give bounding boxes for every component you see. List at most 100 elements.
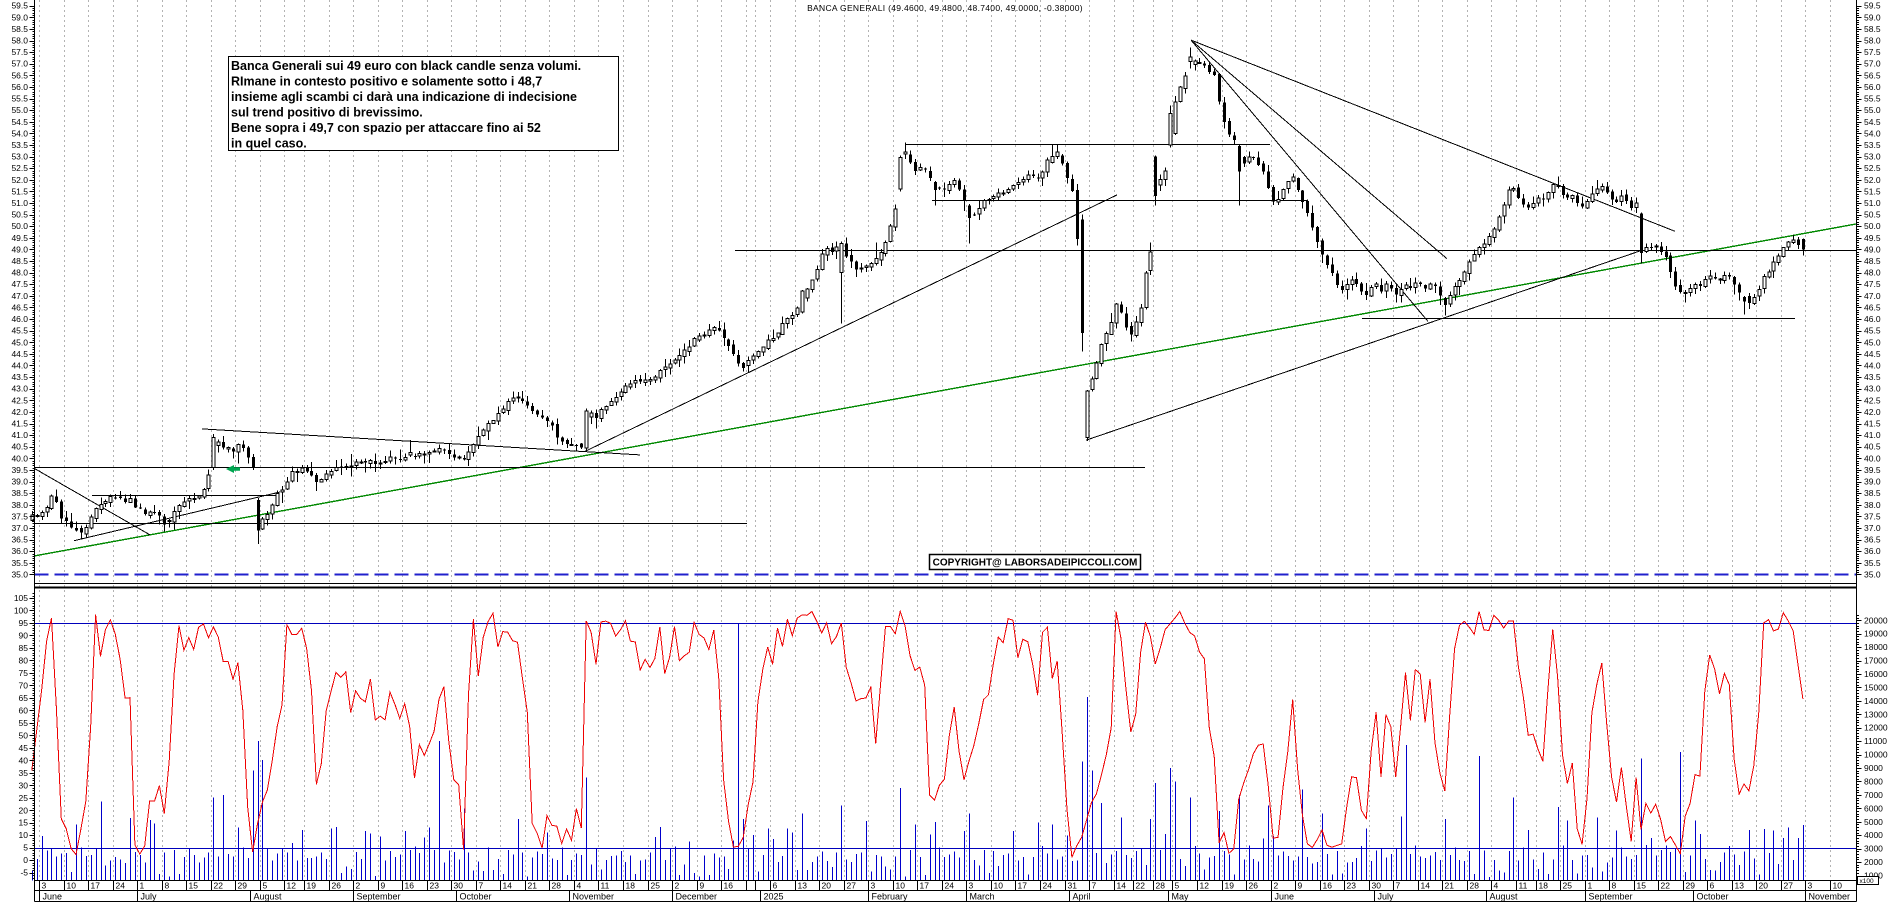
svg-text:15: 15: [1637, 881, 1647, 891]
svg-text:26: 26: [332, 881, 342, 891]
svg-text:49.0: 49.0: [1864, 244, 1881, 254]
svg-text:September: September: [357, 892, 401, 902]
svg-text:11: 11: [1519, 881, 1528, 891]
svg-text:19: 19: [307, 881, 317, 891]
svg-text:BANCA GENERALI (49.4600, 49.48: BANCA GENERALI (49.4600, 49.4800, 48.740…: [807, 3, 1083, 13]
svg-text:3: 3: [969, 881, 974, 891]
svg-text:44.5: 44.5: [1864, 349, 1881, 359]
svg-text:18: 18: [626, 881, 636, 891]
svg-text:3: 3: [42, 881, 47, 891]
svg-text:38.5: 38.5: [11, 488, 28, 498]
svg-text:57.0: 57.0: [1864, 59, 1881, 69]
svg-text:41.5: 41.5: [1864, 419, 1881, 429]
svg-text:46.0: 46.0: [11, 314, 28, 324]
svg-text:59.0: 59.0: [1864, 12, 1881, 22]
svg-text:47.5: 47.5: [1864, 279, 1881, 289]
svg-text:April: April: [1073, 892, 1091, 902]
svg-text:53.0: 53.0: [1864, 152, 1881, 162]
svg-text:75: 75: [19, 668, 29, 678]
svg-text:49.5: 49.5: [11, 233, 28, 243]
svg-text:18000: 18000: [1864, 642, 1888, 652]
svg-text:2: 2: [356, 881, 361, 891]
svg-text:21: 21: [1445, 881, 1455, 891]
svg-text:43.5: 43.5: [11, 372, 28, 382]
svg-text:5: 5: [263, 881, 268, 891]
svg-text:9: 9: [700, 881, 705, 891]
svg-text:5000: 5000: [1864, 817, 1883, 827]
svg-text:43.0: 43.0: [1864, 384, 1881, 394]
svg-text:47.5: 47.5: [11, 279, 28, 289]
svg-text:35.0: 35.0: [11, 569, 28, 579]
svg-text:October: October: [460, 892, 492, 902]
svg-text:July: July: [141, 892, 158, 902]
svg-text:46.0: 46.0: [1864, 314, 1881, 324]
svg-text:July: July: [1378, 892, 1395, 902]
svg-text:1: 1: [1588, 881, 1593, 891]
svg-text:39.0: 39.0: [1864, 477, 1881, 487]
svg-text:20: 20: [19, 805, 29, 815]
svg-text:65: 65: [19, 693, 29, 703]
svg-text:10: 10: [19, 830, 29, 840]
svg-text:29: 29: [1686, 881, 1696, 891]
svg-text:30: 30: [454, 881, 464, 891]
svg-text:3: 3: [871, 881, 876, 891]
svg-text:35: 35: [19, 768, 29, 778]
svg-text:RImane in contesto positivo e: RImane in contesto positivo e solamente …: [231, 75, 542, 89]
svg-text:7000: 7000: [1864, 790, 1883, 800]
svg-text:48.0: 48.0: [1864, 268, 1881, 278]
svg-text:6000: 6000: [1864, 803, 1883, 813]
svg-text:15000: 15000: [1864, 683, 1888, 693]
svg-text:59.5: 59.5: [11, 1, 28, 11]
svg-text:28: 28: [552, 881, 562, 891]
svg-text:105: 105: [14, 593, 28, 603]
svg-text:57.5: 57.5: [1864, 47, 1881, 57]
svg-text:7: 7: [1396, 881, 1401, 891]
svg-text:26: 26: [1249, 881, 1259, 891]
svg-text:54.0: 54.0: [11, 128, 28, 138]
svg-text:44.0: 44.0: [11, 361, 28, 371]
svg-text:42.5: 42.5: [1864, 395, 1881, 405]
svg-text:28: 28: [1156, 881, 1166, 891]
svg-text:43.5: 43.5: [1864, 372, 1881, 382]
svg-text:49.0: 49.0: [11, 244, 28, 254]
svg-text:5: 5: [23, 843, 28, 853]
svg-text:53.5: 53.5: [11, 140, 28, 150]
svg-text:1000: 1000: [1864, 871, 1883, 881]
svg-text:41.0: 41.0: [11, 430, 28, 440]
svg-text:40.0: 40.0: [11, 453, 28, 463]
svg-text:27: 27: [1784, 881, 1794, 891]
svg-text:100: 100: [14, 606, 28, 616]
svg-text:44.0: 44.0: [1864, 361, 1881, 371]
svg-text:45.5: 45.5: [11, 326, 28, 336]
svg-text:14: 14: [1117, 881, 1127, 891]
svg-text:17: 17: [920, 881, 930, 891]
svg-text:36.0: 36.0: [1864, 546, 1881, 556]
svg-text:95: 95: [19, 618, 29, 628]
svg-text:46.5: 46.5: [1864, 303, 1881, 313]
svg-text:41.5: 41.5: [11, 419, 28, 429]
svg-text:31: 31: [1068, 881, 1078, 891]
svg-text:October: October: [1697, 892, 1729, 902]
svg-text:46.5: 46.5: [11, 303, 28, 313]
svg-text:16: 16: [1323, 881, 1333, 891]
svg-text:7: 7: [479, 881, 484, 891]
svg-text:25: 25: [651, 881, 661, 891]
svg-text:December: December: [676, 892, 718, 902]
svg-text:51.5: 51.5: [1864, 186, 1881, 196]
svg-text:39.5: 39.5: [1864, 465, 1881, 475]
svg-text:13: 13: [798, 881, 808, 891]
svg-text:58.0: 58.0: [1864, 36, 1881, 46]
svg-text:53.5: 53.5: [1864, 140, 1881, 150]
svg-text:August: August: [254, 892, 283, 902]
svg-text:29: 29: [238, 881, 248, 891]
svg-text:58.5: 58.5: [11, 24, 28, 34]
svg-text:54.5: 54.5: [11, 117, 28, 127]
svg-text:22: 22: [214, 881, 224, 891]
svg-text:February: February: [872, 892, 909, 902]
svg-text:16: 16: [724, 881, 734, 891]
svg-text:38.5: 38.5: [1864, 488, 1881, 498]
svg-text:10: 10: [1833, 881, 1843, 891]
svg-text:54.5: 54.5: [1864, 117, 1881, 127]
svg-text:50.5: 50.5: [11, 210, 28, 220]
svg-text:8000: 8000: [1864, 777, 1883, 787]
